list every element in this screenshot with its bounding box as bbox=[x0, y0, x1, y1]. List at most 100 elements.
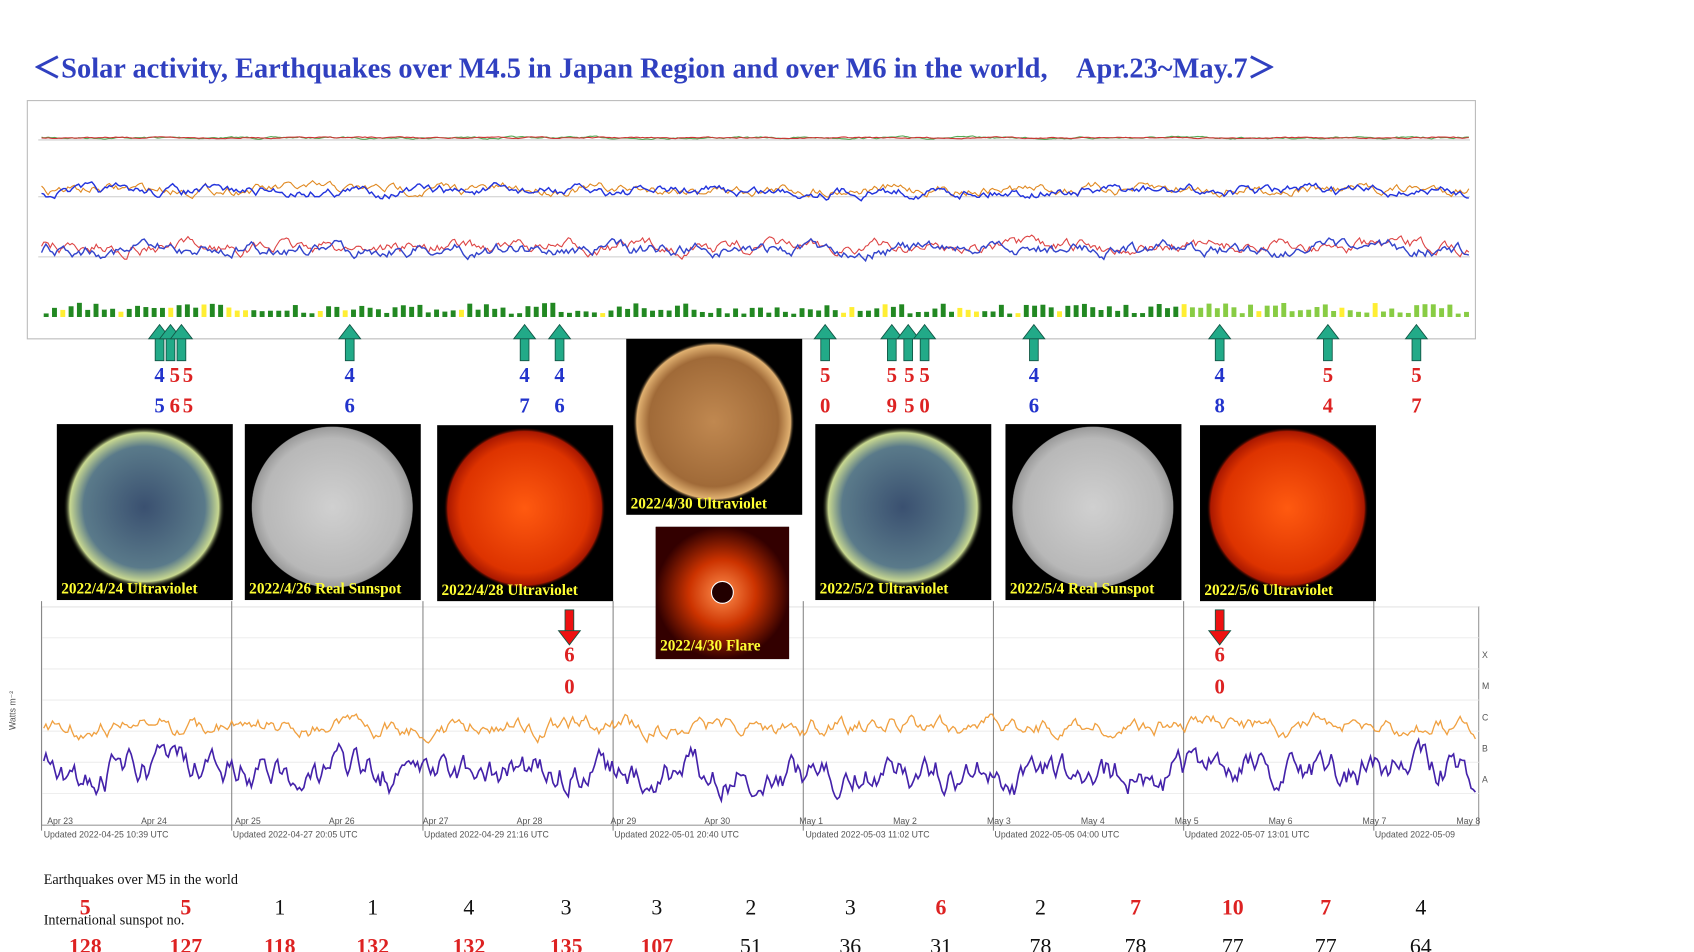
kp-bar bbox=[292, 305, 298, 317]
class-label: M bbox=[1482, 681, 1489, 691]
proton-flux bbox=[41, 136, 1469, 140]
kp-bar bbox=[1165, 308, 1170, 317]
magnitude-decimal: 7 bbox=[1411, 395, 1421, 417]
magnitude-integer: 4 bbox=[554, 365, 564, 387]
kp-bar bbox=[110, 308, 116, 317]
magnitude-integer: 4 bbox=[1214, 365, 1224, 387]
image-caption: 2022/5/2 Ultraviolet bbox=[820, 581, 950, 598]
kp-bar bbox=[1081, 303, 1087, 317]
kp-bar bbox=[1065, 305, 1071, 317]
kp-bar bbox=[1140, 313, 1146, 317]
sunspot-label: International sunspot no. bbox=[44, 913, 185, 929]
electron-flux bbox=[41, 181, 1469, 202]
kp-bar bbox=[973, 311, 979, 317]
kp-bar bbox=[1040, 304, 1046, 317]
kp-bar bbox=[367, 307, 373, 317]
kp-bar bbox=[492, 308, 498, 317]
kp-bar bbox=[1464, 311, 1469, 317]
kp-bar bbox=[1189, 307, 1195, 317]
arrow-head bbox=[1404, 323, 1429, 340]
kp-bar bbox=[1281, 302, 1287, 317]
updated-label: Updated 2022-04-29 21:16 UTC bbox=[424, 829, 549, 839]
kp-bar bbox=[1306, 309, 1312, 317]
kp-bar bbox=[650, 310, 655, 317]
kp-bar bbox=[43, 313, 49, 317]
kp-bar bbox=[1356, 311, 1361, 317]
magnetometer bbox=[41, 234, 1470, 261]
kp-bar bbox=[949, 311, 954, 317]
magnitude-decimal: 0 bbox=[1214, 676, 1224, 698]
kp-bar bbox=[409, 306, 415, 317]
kp-bar bbox=[1314, 307, 1320, 317]
kp-bar bbox=[126, 308, 132, 317]
arrow-head bbox=[1207, 323, 1232, 340]
kp-bar bbox=[342, 310, 348, 317]
kp-bar bbox=[849, 307, 855, 317]
arrow-shaft bbox=[903, 337, 914, 362]
updated-label: Updated 2022-04-27 20:05 UTC bbox=[233, 829, 358, 839]
kp-bar bbox=[1289, 311, 1295, 317]
earthquake-count: 2 bbox=[745, 895, 756, 919]
sunspot-number: 127 bbox=[169, 935, 202, 952]
magnitude-decimal: 6 bbox=[554, 395, 564, 417]
class-label: B bbox=[1482, 744, 1488, 754]
class-label: A bbox=[1482, 775, 1488, 785]
sun-disk bbox=[1206, 427, 1369, 590]
sunspot-number: 77 bbox=[1222, 935, 1244, 952]
magnitude-decimal: 6 bbox=[1029, 395, 1039, 417]
kp-bar bbox=[857, 310, 863, 317]
kp-bar bbox=[766, 312, 772, 317]
earthquake-count: 3 bbox=[845, 895, 856, 919]
class-label: C bbox=[1482, 712, 1488, 722]
kp-bar bbox=[68, 306, 74, 317]
arrow-head bbox=[896, 323, 921, 340]
arrow-shaft bbox=[887, 337, 897, 362]
arrow-shaft bbox=[554, 337, 565, 362]
earthquake-count: 5 bbox=[180, 895, 191, 919]
kp-bar bbox=[517, 313, 523, 317]
kp-bar bbox=[259, 311, 265, 317]
magnitude-decimal: 5 bbox=[904, 395, 914, 417]
arrow-shaft bbox=[564, 609, 575, 633]
sunspot-number: 78 bbox=[1030, 935, 1052, 952]
kp-bar bbox=[591, 312, 597, 317]
magnitude-integer: 5 bbox=[904, 365, 914, 387]
kp-bar bbox=[1231, 307, 1237, 317]
kp-bar bbox=[932, 308, 938, 317]
sunspot-number: 78 bbox=[1125, 935, 1147, 952]
kp-bar bbox=[1430, 304, 1436, 317]
kp-bar bbox=[816, 310, 822, 317]
image-caption: 2022/5/4 Real Sunspot bbox=[1010, 581, 1155, 598]
magnitude-integer: 5 bbox=[919, 365, 929, 387]
date-label: Apr 23 bbox=[47, 816, 73, 826]
kp-bar bbox=[309, 313, 315, 317]
kp-bar bbox=[824, 305, 830, 317]
magnitude-decimal: 9 bbox=[887, 395, 897, 417]
sunspot-number: 132 bbox=[356, 935, 389, 952]
kp-bar bbox=[915, 312, 921, 317]
kp-bar bbox=[724, 313, 730, 317]
kp-bar bbox=[143, 307, 149, 317]
arrow-shaft bbox=[1323, 337, 1333, 362]
kp-bar bbox=[450, 310, 456, 317]
kp-bar bbox=[683, 303, 689, 317]
sunspot-number: 128 bbox=[69, 935, 102, 952]
arrow-head bbox=[337, 323, 362, 340]
kp-bar bbox=[251, 310, 257, 317]
image-caption: 2022/4/26 Real Sunspot bbox=[249, 581, 402, 598]
sunspot-number: 135 bbox=[550, 935, 583, 952]
kp-bar bbox=[924, 311, 930, 317]
kp-bar bbox=[1106, 306, 1112, 317]
date-label: Apr 24 bbox=[141, 816, 167, 826]
arrow-head bbox=[879, 323, 904, 340]
arrow-shaft bbox=[820, 337, 830, 362]
kp-bar bbox=[907, 313, 913, 317]
image-caption: 2022/4/30 Ultraviolet bbox=[631, 495, 768, 512]
sunspot-number: 132 bbox=[452, 935, 485, 952]
sunspot-number: 64 bbox=[1410, 935, 1432, 952]
kp-bar bbox=[359, 305, 365, 317]
sun-disk bbox=[63, 426, 226, 589]
kp-bar bbox=[76, 302, 82, 317]
kp-bar bbox=[566, 312, 572, 317]
